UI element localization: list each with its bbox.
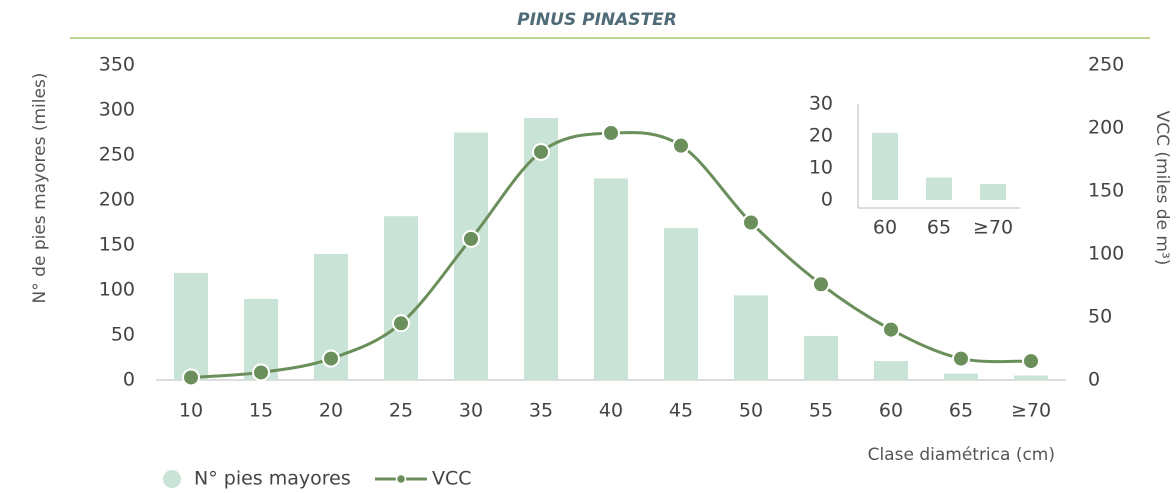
bar: [944, 373, 978, 380]
chart-title: PINUS PINASTER: [517, 10, 677, 30]
x-tick-label: 25: [389, 400, 413, 422]
y-tick-label: 300: [99, 99, 135, 121]
inset-bar: [872, 132, 898, 200]
line-point: [952, 349, 970, 368]
x-tick-label: 50: [739, 400, 763, 422]
x-tick-label: 65: [949, 400, 973, 422]
x-tick-label: 30: [459, 400, 483, 422]
y2-tick-label: 150: [1088, 180, 1124, 202]
inset-x-tick-label: 65: [927, 217, 951, 239]
y2-tick-label: 0: [1088, 369, 1100, 391]
y2-tick-label: 250: [1088, 54, 1124, 76]
x-tick-label: 60: [879, 400, 903, 422]
x-tick-label: 45: [669, 400, 693, 422]
x-tick-label: 40: [599, 400, 623, 422]
line-point: [392, 314, 410, 333]
inset-bar: [926, 177, 952, 200]
bar: [594, 178, 628, 380]
line-point: [602, 124, 620, 143]
bar: [384, 216, 418, 380]
legend-label: VCC: [432, 468, 472, 490]
bar: [174, 272, 208, 380]
y2-tick-label: 50: [1088, 306, 1112, 328]
line-point: [462, 229, 480, 248]
x-tick-label: ≥70: [1011, 400, 1051, 422]
y-tick-label: 150: [99, 234, 135, 256]
x-tick-label: 10: [179, 400, 203, 422]
x-tick-label: 35: [529, 400, 553, 422]
inset-y-tick-label: 20: [809, 125, 833, 147]
y2-axis-title: VCC (miles de m³): [1152, 111, 1172, 266]
bar: [874, 361, 908, 380]
inset-y-tick-label: 30: [809, 93, 833, 115]
bar: [454, 132, 488, 380]
y-tick-label: 100: [99, 279, 135, 301]
inset-x-tick-label: ≥70: [973, 217, 1013, 239]
y2-tick-label: 200: [1088, 117, 1124, 139]
line-point: [882, 320, 900, 339]
legend-swatch: [395, 473, 407, 485]
x-tick-label: 55: [809, 400, 833, 422]
inset-y-tick-label: 0: [821, 189, 833, 211]
x-tick-label: 15: [249, 400, 273, 422]
line-point: [1022, 352, 1040, 371]
inset-bar: [980, 184, 1006, 200]
y2-tick-label: 100: [1088, 243, 1124, 265]
line-point: [812, 275, 830, 294]
bar: [1014, 375, 1048, 380]
inset-x-tick-label: 60: [873, 217, 897, 239]
y-tick-label: 350: [99, 54, 135, 76]
line-point: [252, 363, 270, 382]
legend-label: N° pies mayores: [194, 468, 351, 490]
bar: [804, 335, 838, 380]
bar: [734, 295, 768, 380]
y-tick-label: 250: [99, 144, 135, 166]
y-tick-label: 0: [123, 369, 135, 391]
line-point: [742, 213, 760, 232]
inset-y-tick-label: 10: [809, 157, 833, 179]
x-axis-title: Clase diamétrica (cm): [868, 445, 1055, 465]
line-point: [532, 142, 550, 161]
x-tick-label: 20: [319, 400, 343, 422]
legend-swatch: [163, 470, 181, 488]
y-tick-label: 50: [111, 324, 135, 346]
y-axis-title: N° de pies mayores (miles): [30, 73, 50, 304]
line-point: [672, 136, 690, 155]
line-point: [182, 368, 200, 387]
y-tick-label: 200: [99, 189, 135, 211]
bar: [664, 227, 698, 380]
line-point: [322, 349, 340, 368]
